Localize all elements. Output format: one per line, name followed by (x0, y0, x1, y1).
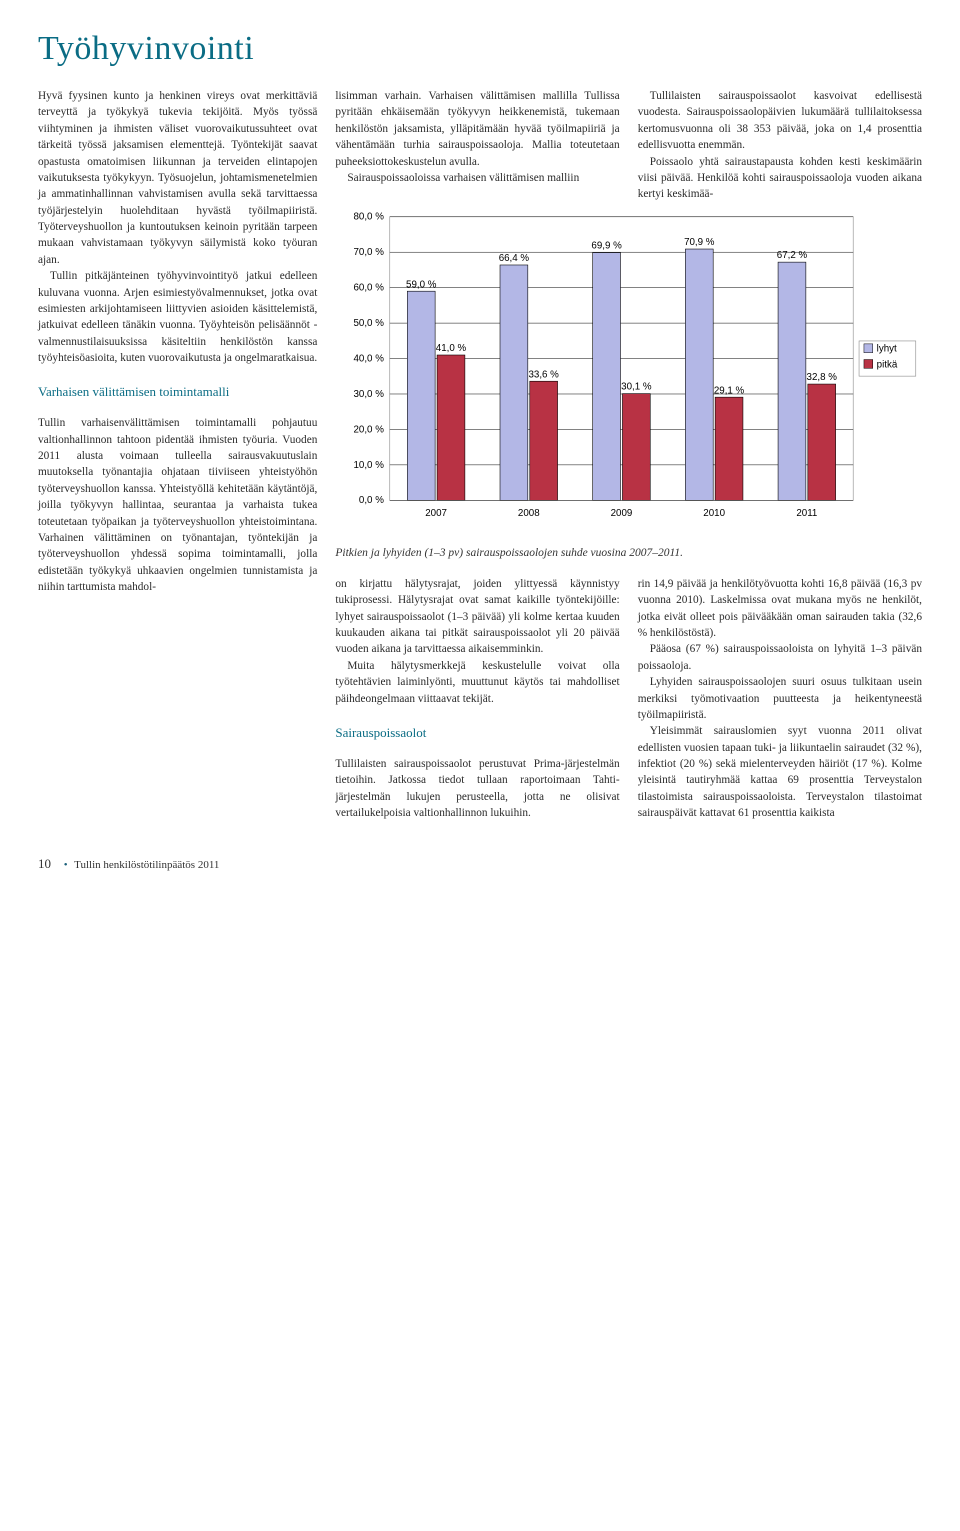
svg-text:33,6 %: 33,6 % (529, 369, 560, 380)
para: Muita hälytysmerkkejä keskustelulle voiv… (335, 658, 619, 707)
section-heading-varhaisen: Varhaisen välittämisen toimintamalli (38, 384, 317, 401)
svg-text:0,0 %: 0,0 % (359, 495, 384, 506)
svg-text:2010: 2010 (704, 508, 726, 519)
svg-text:66,4 %: 66,4 % (499, 253, 530, 264)
page-number: 10 (38, 856, 51, 871)
bar-chart: 0,0 % 10,0 % 20,0 % 30,0 % 40,0 % 50,0 % 60,0 … (335, 203, 922, 530)
bottom-column-2: rin 14,9 päivää ja henkilötyövuotta koht… (638, 576, 922, 822)
chart-svg: 0,0 % 10,0 % 20,0 % 30,0 % 40,0 % 50,0 % 60,0 … (335, 207, 922, 530)
svg-text:2008: 2008 (518, 508, 540, 519)
para: Poissaolo yhtä sairaustapausta kohden ke… (638, 154, 922, 203)
svg-text:50,0 %: 50,0 % (354, 318, 385, 329)
chart-caption: Pitkien ja lyhyiden (1–3 pv) sairauspois… (335, 545, 922, 562)
svg-text:lyhyt: lyhyt (877, 343, 897, 354)
para: Lyhyiden sairauspoissaolojen suuri osuus… (638, 674, 922, 723)
para: rin 14,9 päivää ja henkilötyövuotta koht… (638, 576, 922, 642)
page-title: Työhyvinvointi (38, 30, 922, 68)
svg-text:2009: 2009 (611, 508, 633, 519)
svg-text:pitkä: pitkä (877, 359, 898, 370)
svg-text:30,0 %: 30,0 % (354, 389, 385, 400)
para: on kirjattu hälytysrajat, joiden ylittye… (335, 576, 619, 658)
footer-doc-title: Tullin henkilöstötilinpäätös 2011 (74, 859, 219, 871)
svg-text:30,1 %: 30,1 % (622, 381, 653, 392)
svg-text:32,8 %: 32,8 % (807, 372, 838, 383)
svg-text:67,2 %: 67,2 % (777, 250, 808, 261)
bottom-column-1: on kirjattu hälytysrajat, joiden ylittye… (335, 576, 619, 822)
svg-text:29,1 %: 29,1 % (714, 385, 745, 396)
svg-text:70,0 %: 70,0 % (354, 247, 385, 258)
para: Tullin varhaisenvälittämisen toimintamal… (38, 415, 317, 595)
column-1: Hyvä fyysinen kunto ja henkinen vireys o… (38, 88, 317, 822)
svg-text:69,9 %: 69,9 % (592, 240, 623, 251)
para: Tullilaisten sairauspoissaolot kasvoivat… (638, 88, 922, 154)
svg-text:59,0 %: 59,0 % (406, 279, 437, 290)
page-footer: 10 • Tullin henkilöstötilinpäätös 2011 (38, 856, 922, 872)
para: Sairauspoissaoloissa varhaisen välittämi… (335, 170, 619, 186)
svg-text:2011: 2011 (797, 508, 818, 519)
svg-text:2007: 2007 (426, 508, 448, 519)
svg-text:20,0 %: 20,0 % (354, 424, 385, 435)
svg-text:40,0 %: 40,0 % (354, 353, 385, 364)
bullet-icon: • (64, 859, 68, 871)
para: Tullin pitkäjänteinen työhyvinvointityö … (38, 268, 317, 366)
svg-text:41,0 %: 41,0 % (436, 343, 467, 354)
section-heading-sairauspoissaolot: Sairauspoissaolot (335, 725, 619, 742)
svg-text:10,0 %: 10,0 % (354, 459, 385, 470)
column-right-block: lisimman varhain. Varhaisen välittämisen… (335, 88, 922, 822)
para: Pääosa (67 %) sairauspoissaoloista on ly… (638, 641, 922, 674)
column-2: lisimman varhain. Varhaisen välittämisen… (335, 88, 619, 203)
para: Tullilaisten sairauspoissaolot perustuva… (335, 756, 619, 822)
top-columns: Hyvä fyysinen kunto ja henkinen vireys o… (38, 88, 922, 822)
svg-text:70,9 %: 70,9 % (684, 237, 715, 248)
para: Yleisimmät sairauslomien syyt vuonna 201… (638, 723, 922, 821)
svg-text:60,0 %: 60,0 % (354, 282, 385, 293)
column-3: Tullilaisten sairauspoissaolot kasvoivat… (638, 88, 922, 203)
para: Hyvä fyysinen kunto ja henkinen vireys o… (38, 88, 317, 268)
svg-text:80,0 %: 80,0 % (354, 211, 385, 222)
para: lisimman varhain. Varhaisen välittämisen… (335, 88, 619, 170)
